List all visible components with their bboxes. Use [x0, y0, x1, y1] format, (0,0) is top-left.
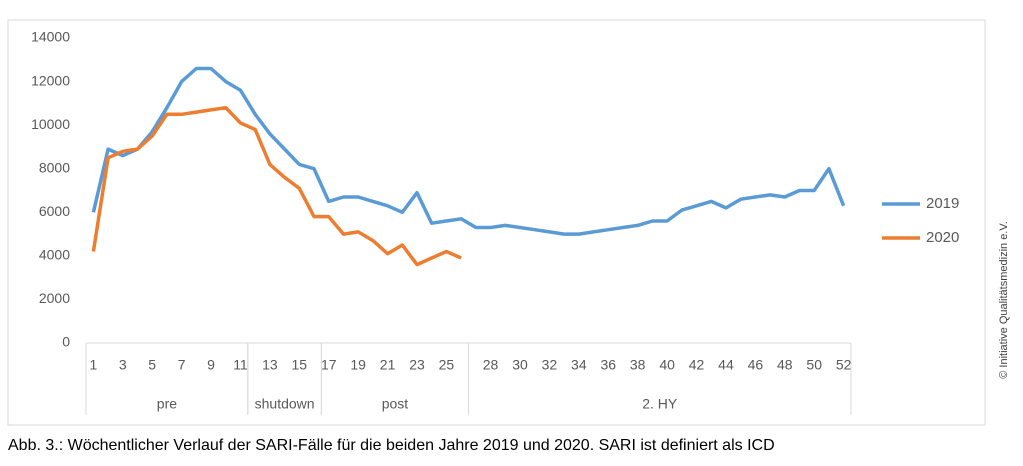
x-tick-label: 32 [542, 357, 558, 373]
x-tick-label: 21 [380, 357, 396, 373]
x-tick-label: 28 [483, 357, 499, 373]
x-tick-label: 13 [262, 357, 278, 373]
group-label: shutdown [255, 396, 315, 412]
y-tick-label: 4000 [39, 247, 70, 263]
y-tick-label: 0 [62, 334, 70, 350]
x-tick-label: 7 [178, 357, 186, 373]
x-tick-label: 19 [350, 357, 366, 373]
x-tick-label: 50 [806, 357, 822, 373]
x-tick-label: 34 [571, 357, 587, 373]
x-tick-label: 9 [207, 357, 215, 373]
x-tick-label: 52 [836, 357, 852, 373]
series-line [91, 105, 462, 267]
x-tick-label: 25 [439, 357, 455, 373]
x-tick-label: 15 [292, 357, 308, 373]
x-tick-label: 30 [512, 357, 528, 373]
x-tick-label: 5 [148, 357, 156, 373]
x-tick-label: 48 [777, 357, 793, 373]
caption: Abb. 3.: Wöchentlicher Verlauf der SARI-… [8, 437, 775, 454]
group-label: pre [157, 396, 177, 412]
x-tick-label: 23 [409, 357, 425, 373]
y-tick-label: 2000 [39, 290, 70, 306]
x-tick-label: 46 [748, 357, 764, 373]
x-tick-label: 36 [600, 357, 616, 373]
chart-frame [7, 19, 986, 426]
legend-label: 2020 [926, 229, 959, 246]
y-tick-label: 8000 [39, 159, 70, 175]
x-tick-label: 42 [689, 357, 705, 373]
x-tick-label: 1 [89, 357, 97, 373]
x-tick-label: 3 [119, 357, 127, 373]
watermark: © Initiative Qualitätsmedizin e.V. [998, 221, 1010, 379]
x-tick-label: 11 [233, 357, 248, 373]
x-tick-label: 40 [659, 357, 675, 373]
y-tick-label: 14000 [31, 29, 70, 45]
y-tick-label: 10000 [31, 116, 70, 132]
group-label: post [382, 396, 409, 412]
y-tick-label: 12000 [31, 72, 70, 88]
series-line [91, 66, 846, 236]
x-tick-label: 17 [321, 357, 337, 373]
x-tick-label: 38 [630, 357, 646, 373]
group-label: 2. HY [642, 396, 678, 412]
x-tick-label: 44 [718, 357, 734, 373]
y-tick-label: 6000 [39, 203, 70, 219]
legend-label: 2019 [926, 195, 959, 212]
